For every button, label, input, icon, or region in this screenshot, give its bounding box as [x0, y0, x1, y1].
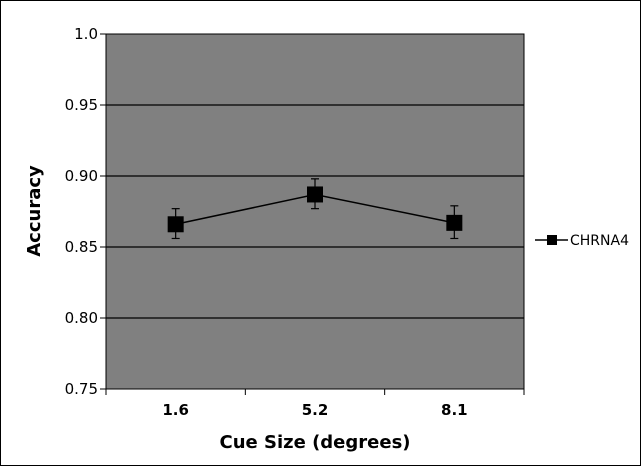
- x-tick-label: 8.1: [441, 401, 468, 419]
- gridlines: [106, 104, 524, 319]
- legend-label-chrna4: CHRNA4: [570, 233, 629, 249]
- x-tick-label: 1.6: [162, 401, 189, 419]
- y-tick-label: 1.0: [74, 25, 98, 43]
- axes: 0.75 0.80 0.85 0.90 0.95 1.0 1.6 5.2 8.1: [65, 25, 525, 419]
- y-tick-label: 0.95: [65, 96, 98, 114]
- y-tick-label: 0.80: [65, 309, 98, 327]
- plot-area: [105, 33, 525, 390]
- y-tick-label: 0.90: [65, 167, 98, 185]
- series-layer: [167, 178, 463, 240]
- data-point: [307, 186, 323, 203]
- legend: CHRNA4: [535, 233, 629, 249]
- x-axis-title: Cue Size (degrees): [219, 432, 410, 453]
- y-tick-label: 0.85: [65, 238, 98, 256]
- data-point: [446, 214, 463, 231]
- y-axis-title: Accuracy: [24, 165, 45, 257]
- y-tick-label: 0.75: [65, 380, 98, 398]
- legend-marker: [547, 235, 557, 245]
- data-point: [167, 216, 184, 233]
- x-tick-label: 5.2: [302, 401, 329, 419]
